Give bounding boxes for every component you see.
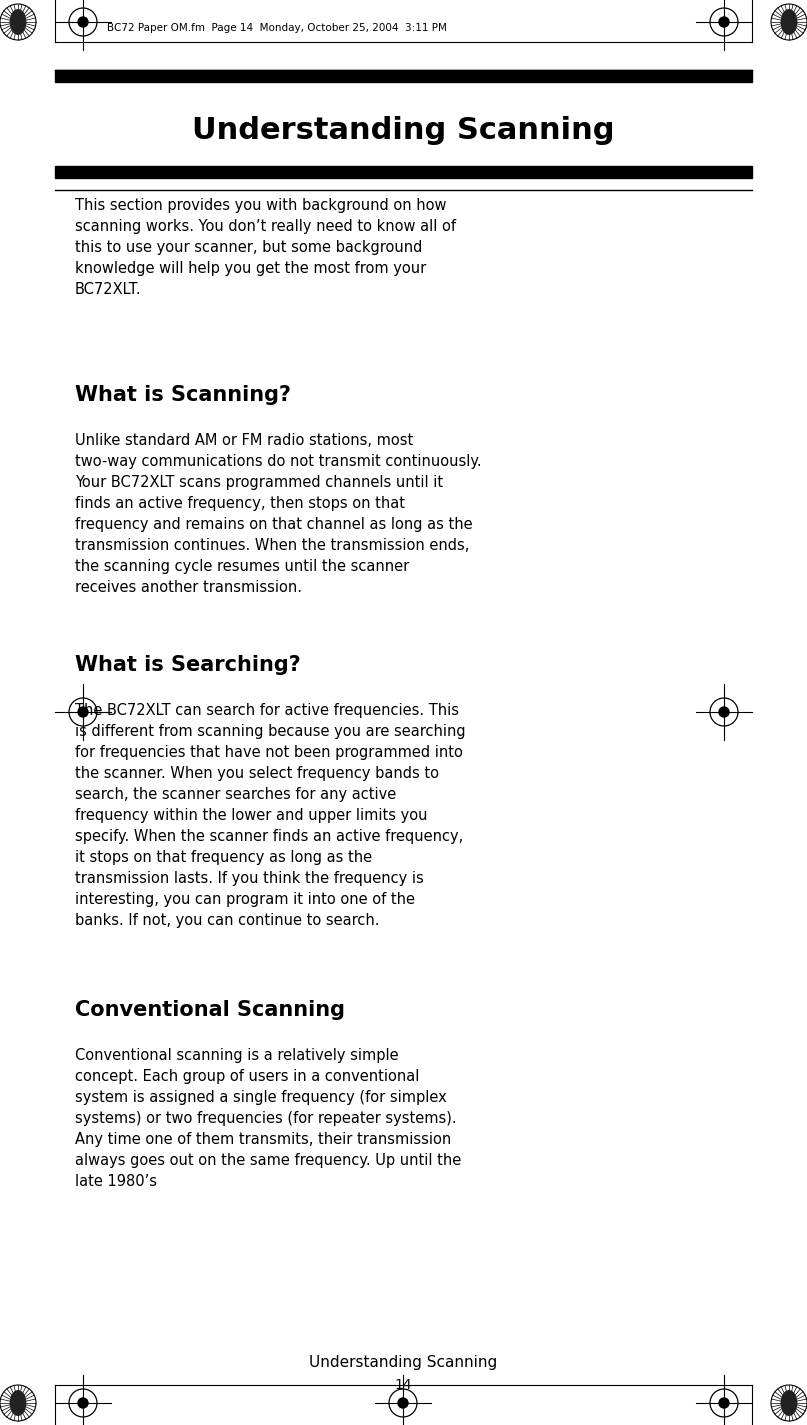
Text: Understanding Scanning: Understanding Scanning <box>192 115 615 144</box>
Text: 14: 14 <box>395 1378 412 1392</box>
Ellipse shape <box>781 1391 797 1415</box>
Circle shape <box>719 17 729 27</box>
Text: The BC72XLT can search for active frequencies. This
is different from scanning b: The BC72XLT can search for active freque… <box>75 703 466 928</box>
Ellipse shape <box>10 1391 26 1415</box>
Text: BC72 Paper OM.fm  Page 14  Monday, October 25, 2004  3:11 PM: BC72 Paper OM.fm Page 14 Monday, October… <box>107 23 447 33</box>
Text: This section provides you with background on how
scanning works. You don’t reall: This section provides you with backgroun… <box>75 198 456 296</box>
Text: Unlike standard AM or FM radio stations, most
two-way communications do not tran: Unlike standard AM or FM radio stations,… <box>75 433 482 596</box>
Bar <box>55 70 752 83</box>
Text: Conventional scanning is a relatively simple
concept. Each group of users in a c: Conventional scanning is a relatively si… <box>75 1047 462 1188</box>
Text: What is Searching?: What is Searching? <box>75 656 301 675</box>
Bar <box>55 165 752 178</box>
Circle shape <box>719 707 729 717</box>
Circle shape <box>398 1398 408 1408</box>
Circle shape <box>78 17 88 27</box>
Ellipse shape <box>781 10 797 34</box>
Circle shape <box>78 707 88 717</box>
Text: Understanding Scanning: Understanding Scanning <box>309 1355 498 1369</box>
Circle shape <box>719 1398 729 1408</box>
Text: Conventional Scanning: Conventional Scanning <box>75 1000 345 1020</box>
Text: What is Scanning?: What is Scanning? <box>75 385 291 405</box>
Ellipse shape <box>10 10 26 34</box>
Circle shape <box>78 1398 88 1408</box>
Bar <box>55 83 752 178</box>
